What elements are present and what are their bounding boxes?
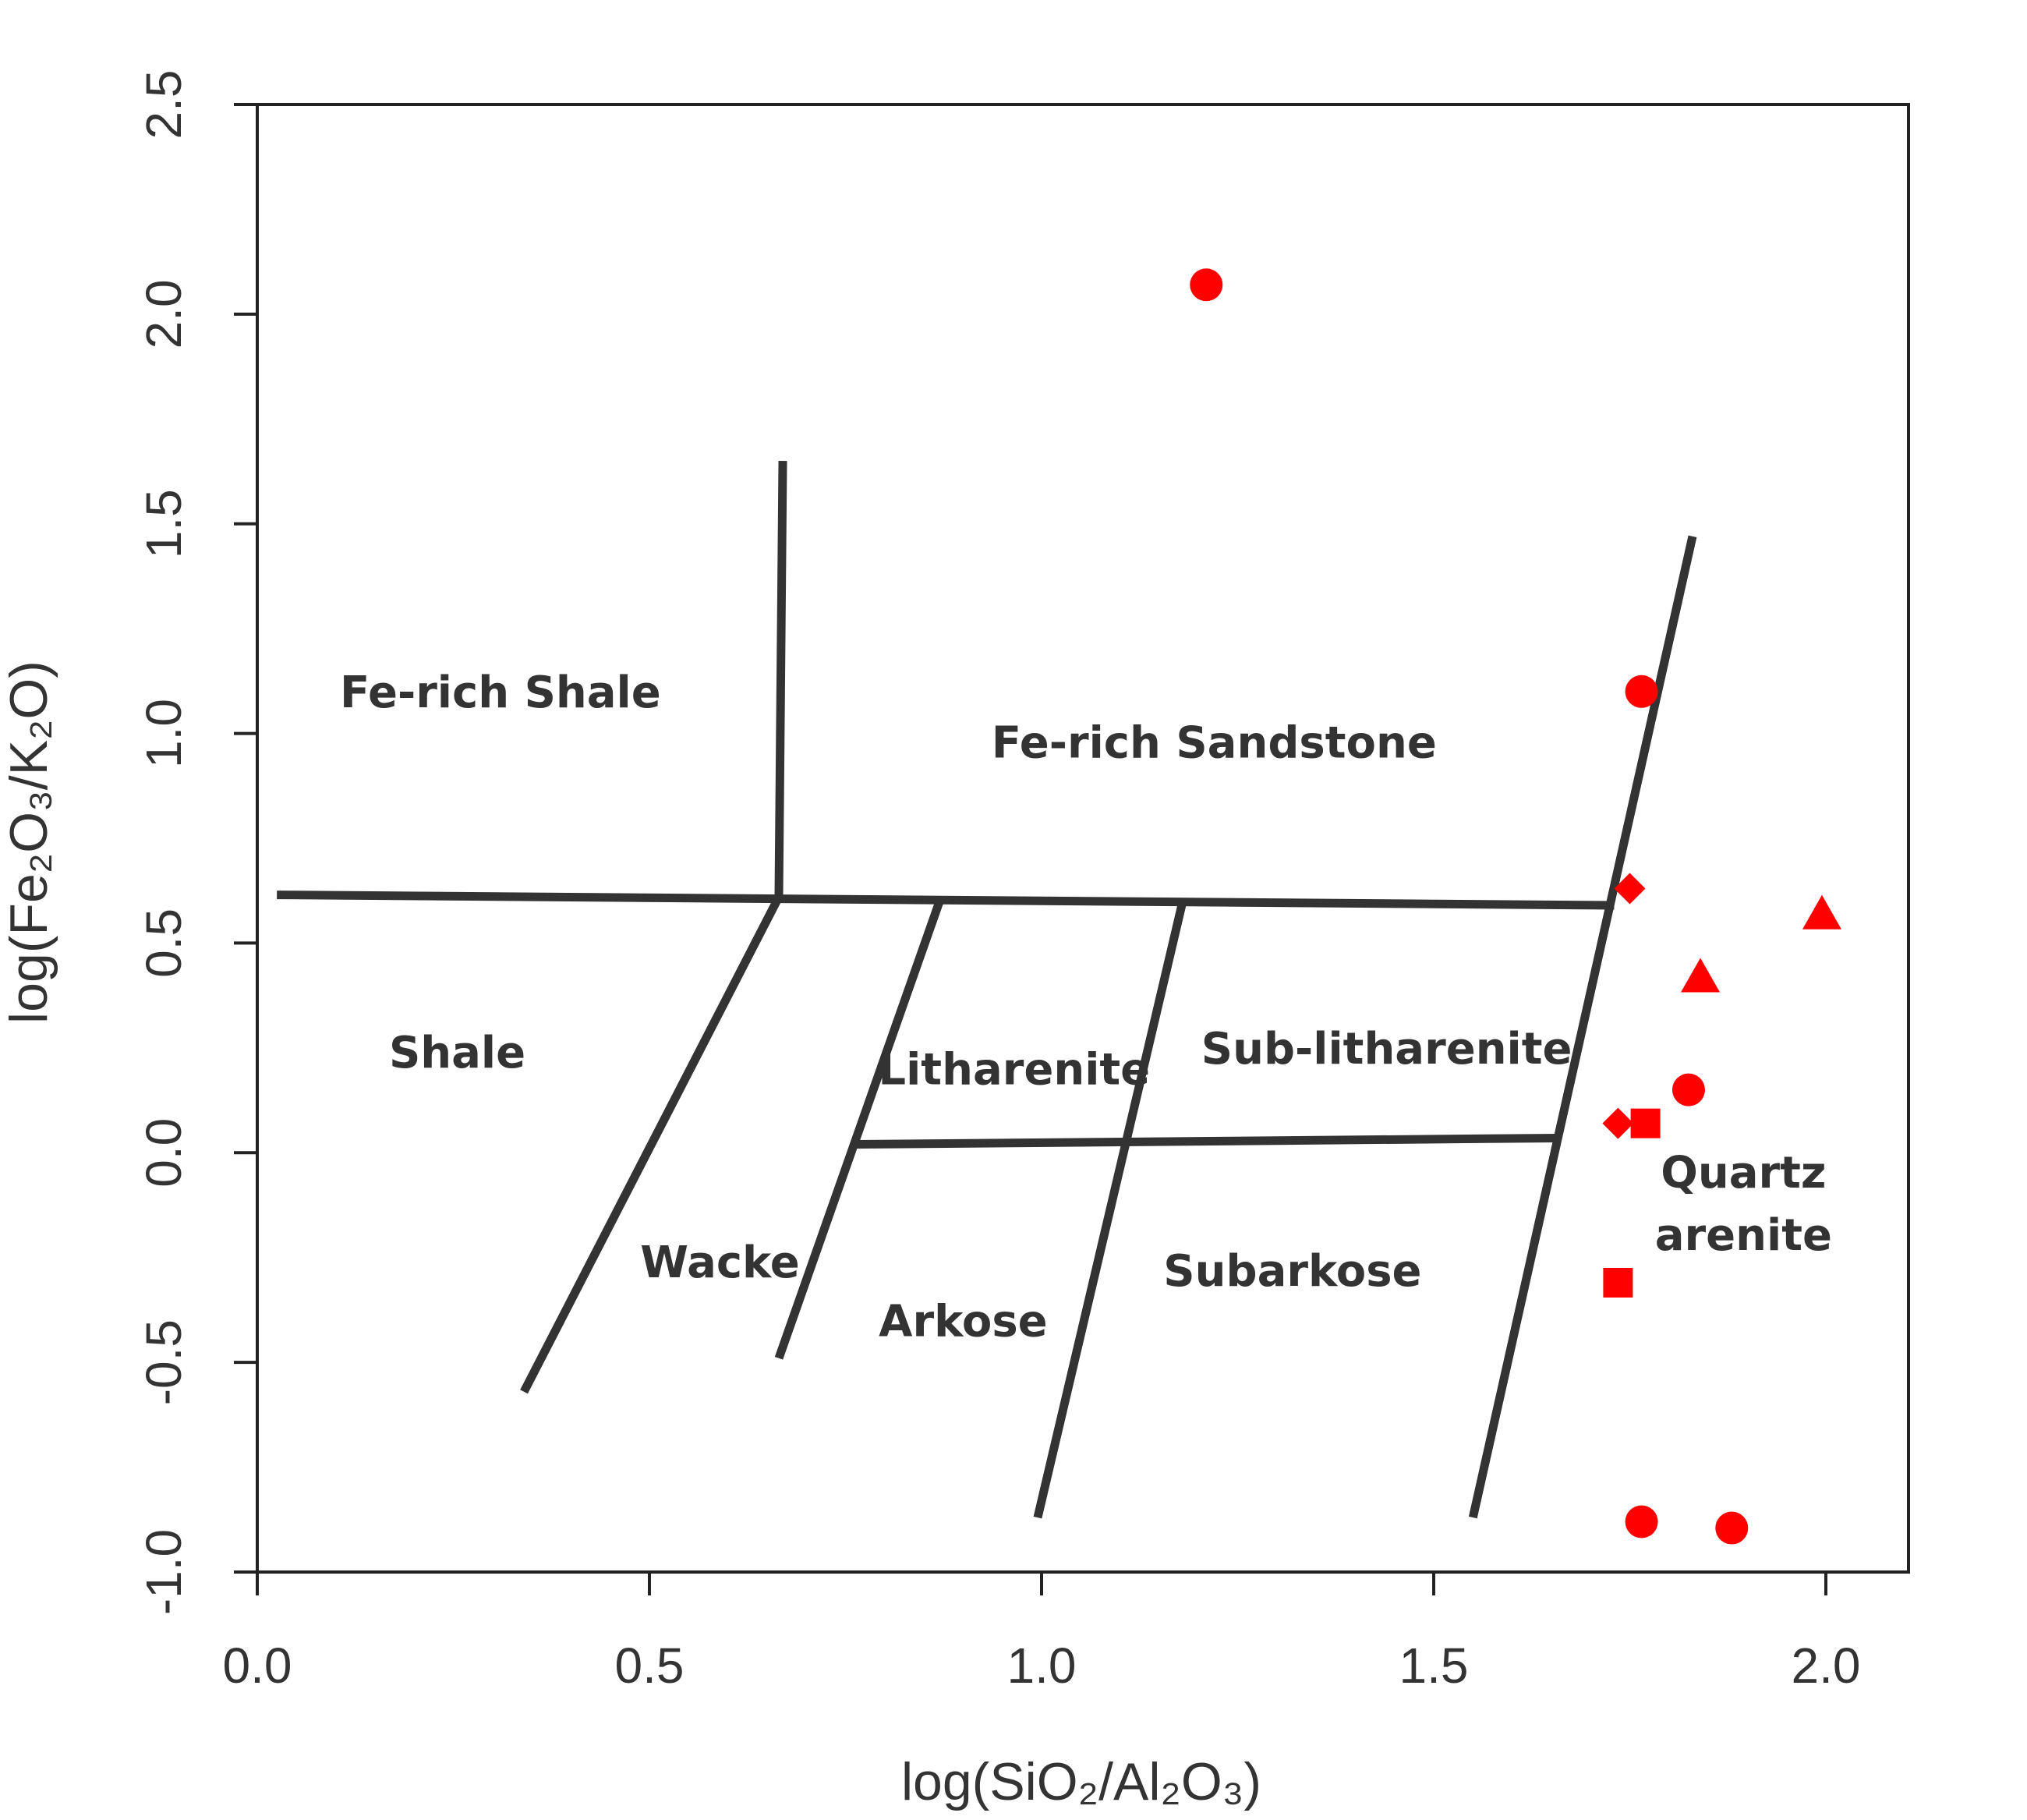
y-tick-label: 1.5 xyxy=(136,489,192,558)
point-circle xyxy=(1625,675,1658,708)
boundary-line xyxy=(774,899,944,1360)
region-label: Litharenite xyxy=(878,1045,1150,1096)
region-label: Fe-rich Shale xyxy=(340,667,661,718)
plot-frame xyxy=(256,103,1910,1574)
point-circle xyxy=(1190,268,1223,302)
point-triangle xyxy=(1681,958,1721,993)
boundary-line xyxy=(520,894,783,1394)
region-label: Fe-rich Sandstone xyxy=(992,717,1437,768)
point-square xyxy=(1630,1108,1661,1138)
boundary-line xyxy=(1033,900,1187,1519)
tick-labels: 0.0 0.5 1.0 1.5 2.0 -1.0 -0.5 0.0 0.5 1.0 1.5 2.0 2.… xyxy=(136,70,1860,1694)
y-tick-label: 0.0 xyxy=(136,1118,192,1188)
region-label: Subarkose xyxy=(1163,1246,1421,1297)
region-label: Wacke xyxy=(640,1238,799,1288)
point-circle xyxy=(1625,1505,1658,1539)
y-tick-label: -0.5 xyxy=(136,1319,192,1405)
y-tick-label: 2.0 xyxy=(136,279,192,349)
y-tick-label: -1.0 xyxy=(136,1529,192,1615)
region-label: Arkose xyxy=(879,1296,1047,1347)
region-label: Sub-litharenite xyxy=(1201,1024,1572,1075)
y-axis-title: log(Fe₂O₃/K₂O) xyxy=(0,660,58,1024)
boundary-line xyxy=(774,461,787,898)
x-tick-label: 2.0 xyxy=(1792,1638,1861,1694)
point-square xyxy=(1603,1267,1633,1298)
x-tick-label: 0.0 xyxy=(223,1638,292,1694)
boundary-line xyxy=(1468,535,1697,1519)
data-points xyxy=(1190,268,1841,1545)
region-labels: Fe-rich Shale Fe-rich Sandstone Shale Litha… xyxy=(340,667,1832,1347)
point-triangle xyxy=(1802,894,1841,929)
classification-boundaries xyxy=(277,461,1697,1519)
point-diamond xyxy=(1614,873,1646,905)
x-tick-label: 0.5 xyxy=(615,1638,685,1694)
y-tick-label: 2.5 xyxy=(136,70,192,140)
axis-ticks xyxy=(234,103,1827,1595)
region-label: Shale xyxy=(389,1028,525,1078)
region-label: Quartz arenite xyxy=(1655,1148,1832,1261)
point-diamond xyxy=(1602,1107,1634,1139)
boundary-line xyxy=(277,891,1615,910)
x-tick-label: 1.0 xyxy=(1007,1638,1077,1694)
y-tick-label: 1.0 xyxy=(136,699,192,768)
x-tick-label: 1.5 xyxy=(1399,1638,1469,1694)
point-circle xyxy=(1671,1073,1705,1107)
y-tick-label: 0.5 xyxy=(136,908,192,978)
point-circle xyxy=(1715,1511,1749,1545)
boundary-line xyxy=(853,1133,1560,1149)
x-axis-title: log(SiO₂/Al₂O₃) xyxy=(901,1752,1261,1811)
